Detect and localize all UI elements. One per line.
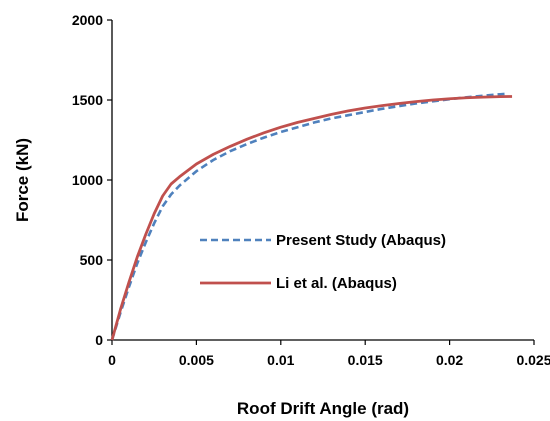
series-layer [110, 92, 513, 341]
y-tick-label: 1000 [72, 172, 103, 188]
y-axis-title: Force (kN) [13, 138, 32, 222]
legend: Present Study (Abaqus) Li et al. (Abaqus… [200, 232, 446, 292]
y-tick-label: 500 [80, 252, 104, 268]
legend-label-li-et-al: Li et al. (Abaqus) [276, 275, 397, 292]
x-tick-label: 0.025 [516, 352, 550, 368]
legend-label-present-study: Present Study (Abaqus) [276, 232, 446, 249]
x-tick-label: 0.005 [179, 352, 214, 368]
x-axis-title: Roof Drift Angle (rad) [237, 399, 409, 418]
x-tick-label: 0.015 [348, 352, 383, 368]
axis-ticks: 0 500 1000 1500 2000 0 0.005 0.01 0.015 0.02 0.025 [72, 12, 550, 368]
y-tick-label: 0 [95, 332, 103, 348]
x-tick-label: 0.02 [436, 352, 463, 368]
x-tick-label: 0 [108, 352, 116, 368]
x-tick-label: 0.01 [267, 352, 294, 368]
series-line-li-et-al [110, 95, 513, 341]
y-tick-label: 2000 [72, 12, 103, 28]
y-tick-label: 1500 [72, 92, 103, 108]
series-line-present-study [110, 92, 506, 341]
